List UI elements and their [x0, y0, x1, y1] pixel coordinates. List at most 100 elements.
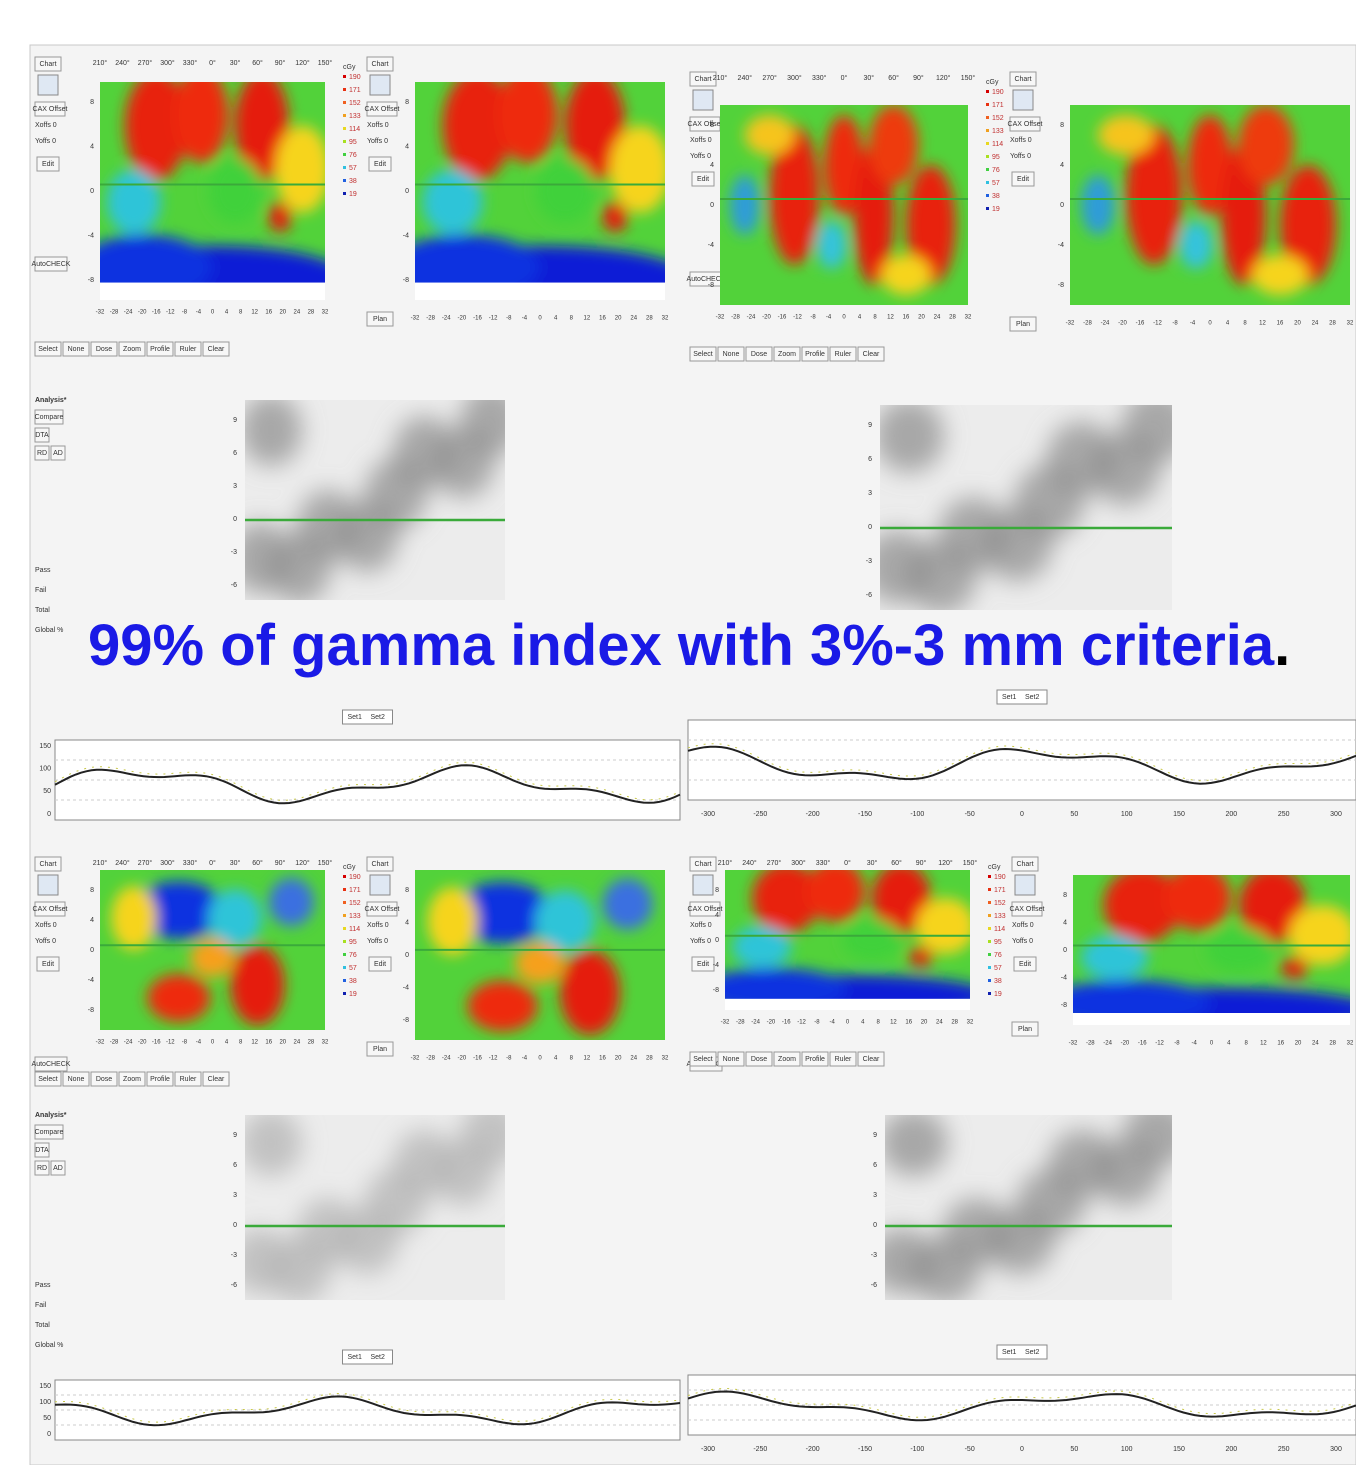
tick-label: -6	[231, 1282, 237, 1289]
heat-blob	[468, 981, 538, 1032]
button-label: Zoom	[778, 1056, 796, 1063]
tick-label: 6	[873, 1162, 877, 1169]
tick-label: -20	[1118, 321, 1127, 327]
button-label: None	[68, 346, 85, 353]
label: 133	[994, 913, 1006, 920]
color-swatch	[343, 901, 346, 904]
tick-label: 150	[1173, 1446, 1185, 1453]
heat-blob	[423, 169, 483, 234]
tick-label: 6	[868, 456, 872, 463]
color-swatch	[986, 207, 989, 210]
tick-label: -4	[522, 316, 528, 322]
tick-label: -12	[166, 1040, 175, 1046]
button-label: CAX Offset	[33, 106, 68, 113]
tick-label: 8	[715, 887, 719, 894]
gamma-map	[868, 1100, 1192, 1304]
color-swatch	[343, 914, 346, 917]
heat-blob	[603, 202, 628, 233]
label: 190	[994, 874, 1006, 881]
tick-label: 24	[630, 316, 637, 322]
tick-label: 150°	[318, 859, 333, 867]
tick-label: 0	[405, 952, 409, 959]
tick-label: 32	[662, 316, 669, 322]
label: 76	[349, 152, 357, 159]
tick-label: -28	[1086, 1041, 1095, 1047]
tick-label: 16	[599, 1056, 606, 1062]
label: 133	[349, 113, 361, 120]
tick-label: -8	[88, 1007, 94, 1014]
label: Yoffs 0	[35, 938, 56, 945]
button-label: Dose	[96, 346, 112, 353]
tick-label: 120°	[936, 74, 951, 82]
heat-blob	[1179, 221, 1213, 269]
heatmap	[701, 860, 995, 1017]
color-swatch	[988, 940, 991, 943]
label: Analysis*	[35, 1112, 67, 1119]
button-label: AutoCHECK	[32, 1061, 71, 1068]
tick-label: -250	[753, 811, 767, 818]
button-label: Plan	[1018, 1026, 1032, 1033]
tick-label: -28	[110, 310, 119, 316]
color-swatch	[343, 114, 346, 117]
color-swatch	[986, 155, 989, 158]
tick-label: 28	[949, 315, 956, 321]
color-swatch	[986, 103, 989, 106]
tick-label: 270°	[762, 74, 777, 82]
icon	[38, 875, 58, 895]
button-label: AD	[53, 1165, 63, 1172]
tick-label: 0	[1020, 1446, 1024, 1453]
button-label: Zoom	[123, 346, 141, 353]
button-label: Clear	[208, 1076, 225, 1083]
heatmap	[720, 105, 968, 305]
color-swatch	[986, 142, 989, 145]
tick-label: -50	[965, 811, 975, 818]
label: Total	[35, 1322, 50, 1329]
tick-label: 0	[1060, 202, 1064, 209]
color-swatch	[343, 166, 346, 169]
tick-label: 3	[233, 1192, 237, 1199]
button-label: CAX Offset	[1008, 121, 1043, 128]
tick-label: 300	[1330, 811, 1342, 818]
color-swatch	[986, 90, 989, 93]
label: 38	[349, 978, 357, 985]
tick-label: -4	[522, 1056, 528, 1062]
tick-label: 330°	[183, 859, 198, 867]
tick-label: 24	[294, 310, 301, 316]
tick-label: 240°	[742, 859, 757, 867]
tick-label: 28	[646, 1056, 653, 1062]
tick-label: -4	[403, 984, 409, 991]
label: Xoffs 0	[35, 922, 57, 929]
label: cGy	[343, 864, 356, 871]
tick-label: 24	[936, 1020, 943, 1026]
tick-label: -8	[1058, 282, 1064, 289]
tick-label: 0°	[209, 59, 216, 67]
heat-blob	[817, 221, 847, 269]
heat-blob	[231, 945, 285, 1025]
tick-label: 12	[251, 310, 258, 316]
icon	[370, 875, 390, 895]
tick-label: 32	[965, 315, 972, 321]
tick-label: 0	[710, 202, 714, 209]
tick-label: 9	[868, 422, 872, 429]
tick-label: 50	[43, 1415, 51, 1422]
label: Xoffs 0	[690, 922, 712, 929]
tick-label: 0	[47, 1431, 51, 1438]
label: Xoffs 0	[1010, 137, 1032, 144]
tick-label: -4	[713, 962, 719, 969]
tick-label: -24	[442, 316, 451, 322]
tick-label: -28	[426, 316, 435, 322]
tick-label: 120°	[938, 859, 953, 867]
tick-label: 4	[1060, 162, 1064, 169]
button-label: DTA	[35, 1147, 49, 1154]
tick-label: -4	[1061, 974, 1067, 981]
tick-label: 150°	[318, 59, 333, 67]
button-label: Edit	[42, 961, 54, 968]
tick-label: -32	[411, 316, 420, 322]
label: Yoffs 0	[690, 938, 711, 945]
heat-blob	[535, 890, 595, 951]
tick-label: 200	[1225, 1446, 1237, 1453]
tick-label: -12	[166, 310, 175, 316]
tick-label: 210°	[93, 59, 108, 67]
tick-label: -150	[858, 1446, 872, 1453]
label: Yoffs 0	[1010, 153, 1031, 160]
